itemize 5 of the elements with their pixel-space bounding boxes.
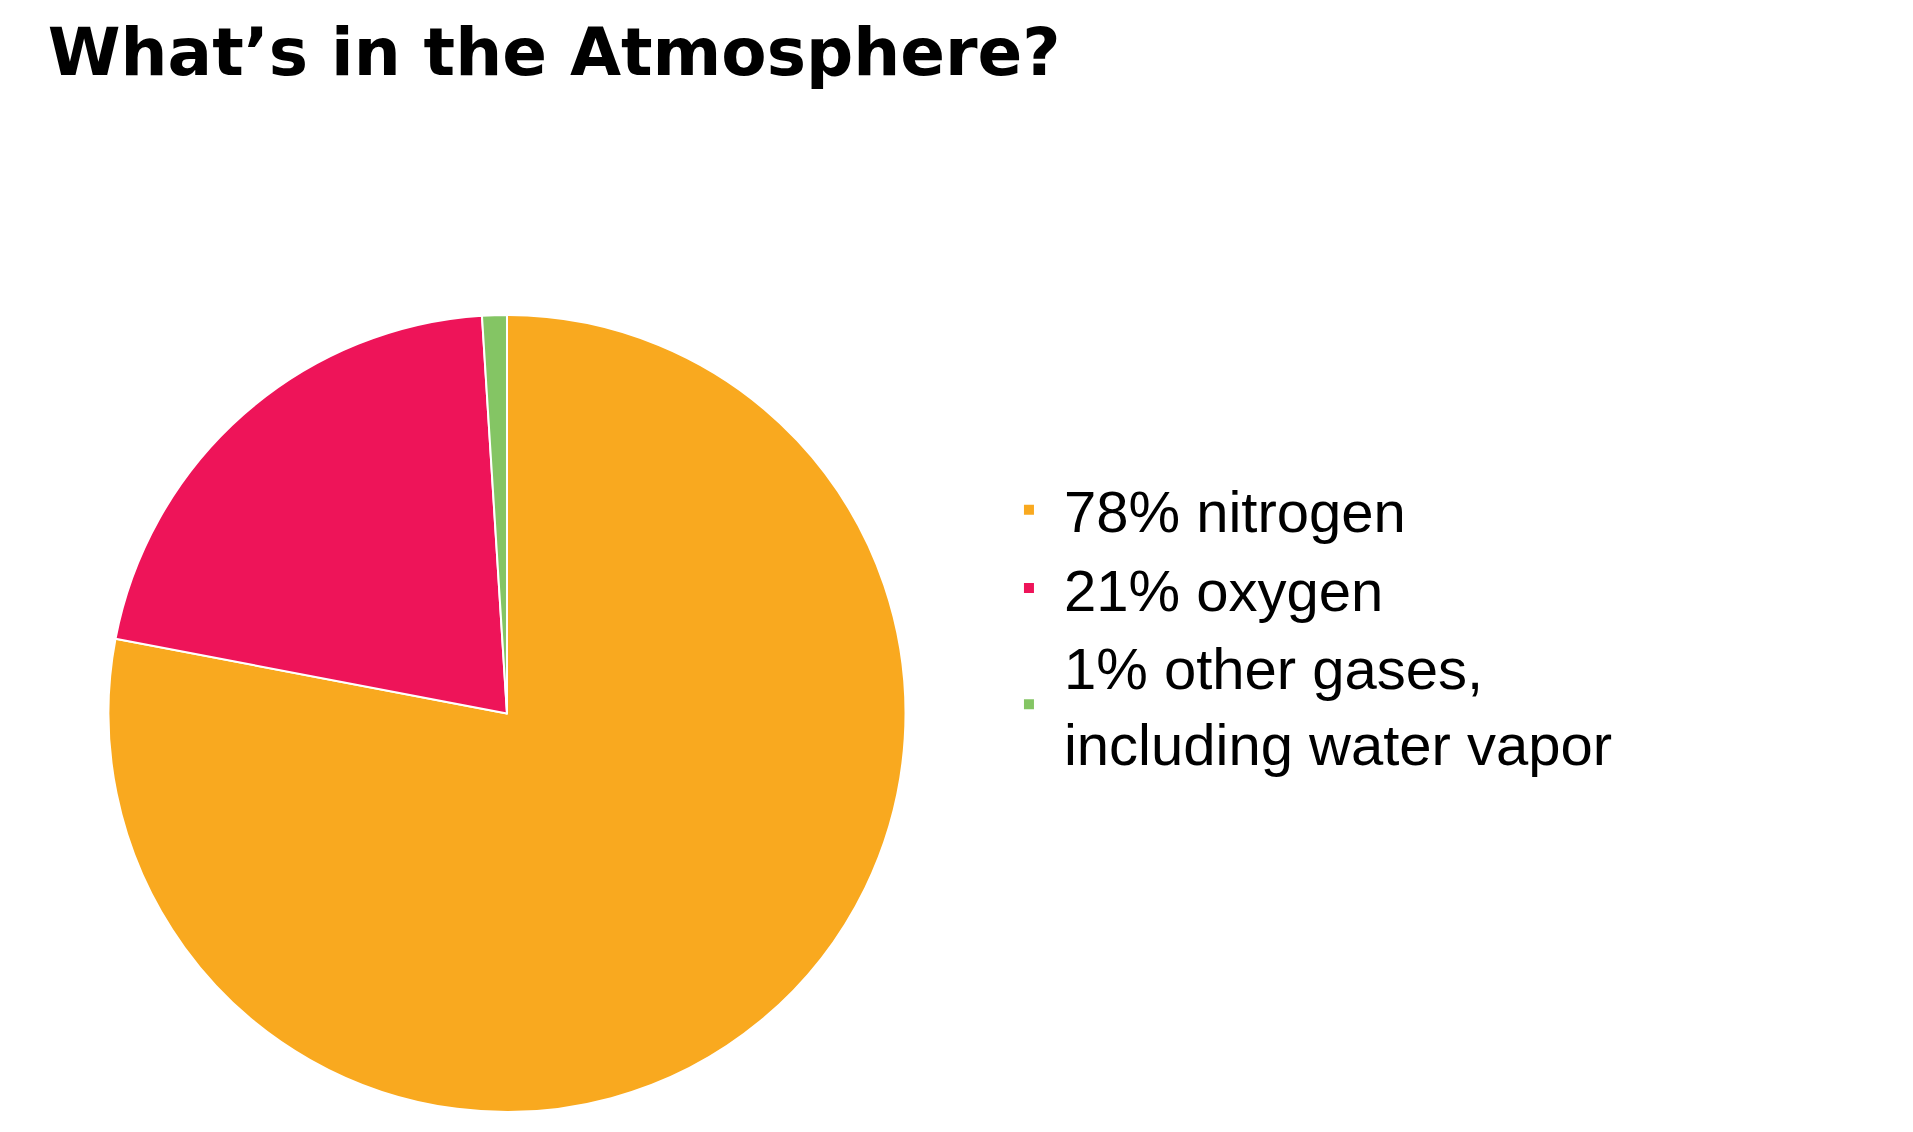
chart-title: What’s in the Atmosphere? bbox=[47, 13, 1061, 91]
legend-label: 1% other gases, including water vapor bbox=[1063, 636, 1613, 777]
legend-label: 78% nitrogen bbox=[1063, 479, 1406, 545]
pie-slice bbox=[108, 313, 907, 1113]
legend-label: 21% oxygen bbox=[1063, 557, 1384, 623]
